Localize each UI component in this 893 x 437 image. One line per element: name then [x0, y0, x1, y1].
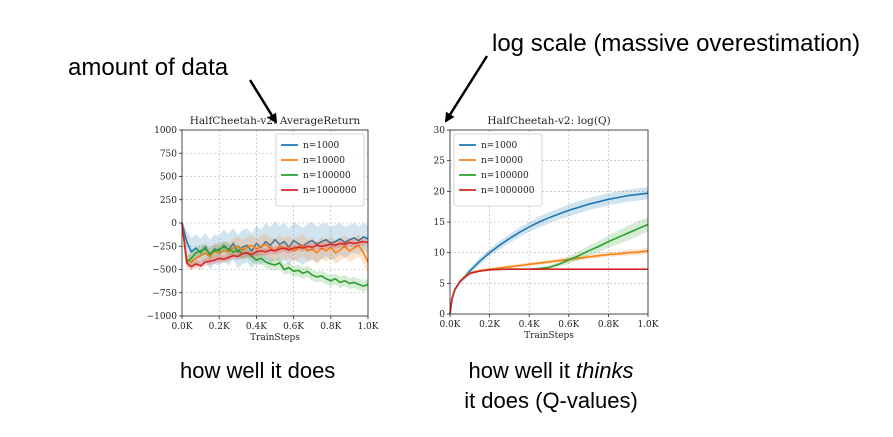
logq-chart-title: HalfCheetah-v2: log(Q) [487, 115, 610, 127]
logq-band-series-0 [450, 187, 648, 314]
logq-y-tick-label: 30 [434, 126, 446, 136]
return-legend-entry: n=1000000 [303, 186, 357, 196]
logq-x-tick-label: 0.0K [439, 320, 460, 330]
return-x-tick-label: 0.6K [283, 322, 304, 332]
logq-x-tick-label: 1.0K [637, 320, 658, 330]
right-caption-pre: how well it [468, 358, 577, 383]
logq-x-tick-label: 0.8K [598, 320, 619, 330]
return-y-tick-label: −250 [152, 242, 177, 252]
return-x-tick-label: 0.4K [246, 322, 267, 332]
logq-legend-entry: n=1000000 [481, 186, 535, 196]
return-line-series-2 [181, 222, 369, 288]
return-legend-entry: n=100000 [303, 171, 351, 181]
logq-legend [453, 133, 543, 207]
left-caption: how well it does [180, 358, 336, 383]
logq-y-tick-label: 10 [434, 249, 446, 259]
right-caption: how well it thinks it does (Q-values) [436, 356, 666, 416]
logq-y-tick-label: 25 [434, 157, 446, 167]
return-y-tick-label: 500 [160, 173, 177, 183]
amount-of-data-arrow [248, 79, 278, 124]
return-y-tick-label: 0 [171, 219, 177, 229]
return-x-axis-label: TrainSteps [250, 333, 300, 343]
logq-x-tick-label: 0.4K [519, 320, 540, 330]
return-band-series-1 [182, 221, 368, 274]
return-legend-entry: n=1000 [303, 141, 340, 151]
logq-x-tick-label: 0.6K [558, 320, 579, 330]
logq-legend-entry: n=1000 [481, 141, 518, 151]
logq-legend-entry: n=100000 [481, 171, 529, 181]
logq-legend-entry: n=10000 [481, 156, 523, 166]
logq-y-tick-label: 5 [439, 279, 445, 289]
logq-band-series-2 [450, 217, 648, 314]
logq-band-series-1 [450, 247, 648, 314]
average-return-chart: 0.0K 0.2K 0.4K 0.6K 0.8K 1.0K −1000 −750 −500 −25… [147, 115, 379, 343]
return-line-series-3 [181, 222, 369, 268]
return-x-tick-label: 0.0K [171, 322, 192, 332]
logq-y-tick-label: 15 [434, 218, 446, 228]
logq-y-tick-label: 0 [439, 310, 445, 320]
right-caption-line2: it does (Q-values) [464, 388, 638, 413]
return-y-tick-label: 250 [160, 196, 177, 206]
log-scale-annotation: log scale (massive overestimation) [492, 30, 861, 57]
return-line-series-0 [181, 222, 369, 256]
logq-x-axis-label: TrainSteps [524, 331, 574, 341]
return-y-tick-label: −750 [152, 289, 177, 299]
return-legend [275, 133, 365, 207]
return-y-tick-label: 750 [160, 149, 177, 159]
logq-line-series-3 [449, 268, 648, 315]
log-q-chart: 0.0K 0.2K 0.4K 0.6K 0.8K 1.0K 0 5 10 15 20 25 30 Half… [434, 115, 659, 341]
logq-y-tick-label: 20 [434, 187, 446, 197]
return-x-tick-label: 0.8K [320, 322, 341, 332]
log-scale-arrow [444, 55, 489, 123]
right-caption-emphasis: thinks [576, 358, 634, 383]
return-x-tick-label: 0.2K [209, 322, 230, 332]
amount-of-data-annotation: amount of data [68, 54, 229, 81]
logq-x-tick-label: 0.2K [479, 320, 500, 330]
return-x-tick-label: 1.0K [357, 322, 378, 332]
return-band-series-2 [182, 221, 368, 292]
return-y-tick-label: −1000 [147, 312, 178, 322]
return-y-tick-label: 1000 [154, 126, 177, 136]
return-y-tick-label: −500 [152, 266, 177, 276]
return-legend-entry: n=10000 [303, 156, 345, 166]
